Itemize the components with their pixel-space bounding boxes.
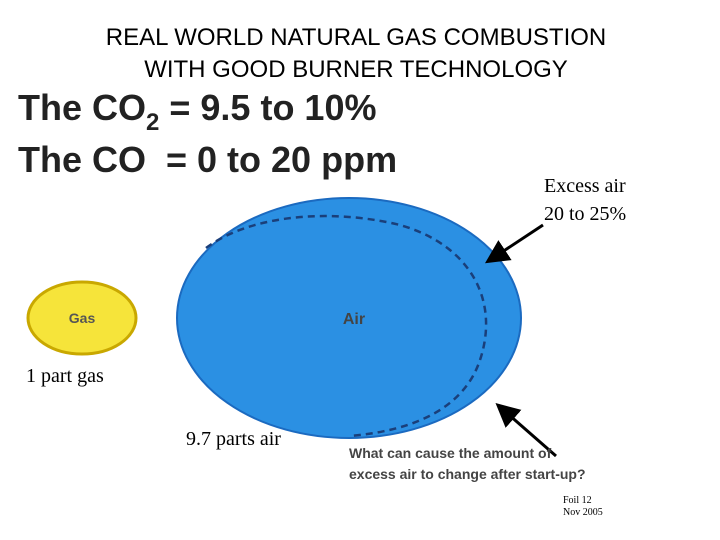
gas-label: Gas bbox=[69, 310, 96, 326]
foil-number: Foil 12 bbox=[563, 495, 592, 506]
title-line: WITH GOOD BURNER TECHNOLOGY bbox=[144, 56, 568, 83]
excess-air-label: 20 to 25% bbox=[544, 203, 626, 225]
air-ellipse bbox=[176, 197, 522, 439]
gas-ellipse bbox=[26, 280, 138, 356]
co2-subscript: 2 bbox=[146, 109, 159, 136]
co2-prefix: The CO bbox=[18, 87, 146, 128]
air-label: Air bbox=[343, 311, 365, 328]
co2-suffix: = 9.5 to 10% bbox=[159, 87, 376, 128]
gas-caption: 1 part gas bbox=[26, 365, 104, 387]
co-line: The CO = 0 to 20 ppm bbox=[18, 139, 397, 180]
question: excess air to change after start-up? bbox=[349, 466, 586, 482]
air-caption: 9.7 parts air bbox=[186, 428, 281, 450]
question: What can cause the amount of bbox=[349, 445, 552, 461]
title-line: REAL WORLD NATURAL GAS COMBUSTION bbox=[106, 24, 607, 51]
arrow bbox=[495, 403, 557, 458]
excess-air-label: Excess air bbox=[544, 175, 626, 197]
footer-date: Nov 2005 bbox=[563, 507, 603, 518]
arrow bbox=[484, 223, 544, 264]
co2-line: The CO2 = 9.5 to 10% bbox=[18, 87, 376, 136]
stoichiometric-boundary bbox=[205, 214, 488, 438]
